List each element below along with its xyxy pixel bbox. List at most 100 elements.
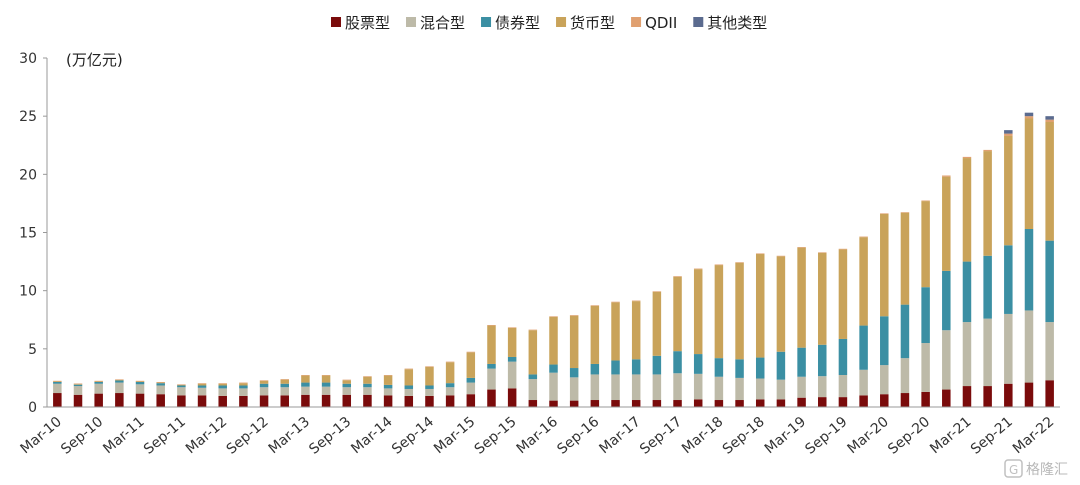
bar-Dec-20-series-2 bbox=[942, 270, 951, 331]
bar-Mar-21-series-4 bbox=[962, 156, 972, 159]
bar-Dec-14-series-4 bbox=[445, 361, 455, 363]
bar-Sep-12-series-0 bbox=[259, 395, 269, 407]
y-tick-label-2: 10 bbox=[19, 284, 37, 300]
bar-Mar-18-series-0 bbox=[714, 400, 724, 407]
x-tick-label-0: Mar-10 bbox=[18, 414, 65, 457]
bar-Jun-13-series-1 bbox=[321, 386, 331, 395]
bar-Mar-19-series-1 bbox=[797, 376, 806, 398]
bar-Mar-21-series-0 bbox=[962, 386, 972, 407]
bar-Dec-21-series-5 bbox=[1024, 112, 1034, 117]
bar-Sep-10-series-4 bbox=[94, 380, 103, 382]
bar-Sep-12-series-3 bbox=[259, 380, 269, 384]
bar-Jun-10-series-3 bbox=[73, 384, 83, 385]
bar-Sep-10-series-0 bbox=[94, 393, 103, 407]
bar-Mar-22-series-0 bbox=[1045, 380, 1054, 407]
bar-Sep-21-series-2 bbox=[1004, 245, 1013, 314]
bar-Dec-16-series-2 bbox=[611, 360, 620, 375]
bar-Sep-18-series-0 bbox=[755, 399, 765, 407]
bar-Mar-21-series-1 bbox=[962, 322, 972, 387]
gelonghui-logo-mark: G bbox=[1009, 463, 1018, 477]
x-tick-label-9: Sep-14 bbox=[389, 414, 437, 458]
bar-Dec-17-series-3 bbox=[693, 269, 703, 355]
bar-Dec-14-series-0 bbox=[445, 395, 455, 407]
bar-Mar-18-series-1 bbox=[714, 376, 724, 401]
bar-Jun-13-series-3 bbox=[321, 375, 331, 383]
bar-Dec-13-series-0 bbox=[363, 394, 372, 407]
bar-Mar-15-series-3 bbox=[466, 352, 476, 378]
bar-Jun-11-series-1 bbox=[156, 385, 165, 395]
bar-Mar-10-series-3 bbox=[53, 381, 62, 382]
legend: 股票型 混合型 债券型 货币型 QDII 其他类型 bbox=[331, 14, 767, 32]
bar-Sep-18-series-4 bbox=[755, 253, 765, 255]
bar-Dec-13-series-3 bbox=[363, 376, 372, 384]
x-tick-label-4: Mar-12 bbox=[183, 414, 230, 457]
x-tick-label-6: Mar-13 bbox=[266, 414, 313, 457]
bar-Mar-17-series-0 bbox=[631, 400, 641, 407]
x-tick-label-12: Mar-16 bbox=[514, 414, 561, 457]
legend-label-3: 货币型 bbox=[570, 14, 615, 32]
bar-Dec-12-series-0 bbox=[280, 395, 289, 407]
bar-Dec-17-series-2 bbox=[693, 354, 703, 374]
bar-Jun-10-series-1 bbox=[73, 386, 83, 395]
bar-Sep-21-series-0 bbox=[1004, 383, 1013, 407]
bar-Mar-20-series-0 bbox=[880, 394, 889, 407]
bar-Mar-14-series-0 bbox=[383, 395, 393, 407]
bar-Mar-21-series-2 bbox=[962, 261, 972, 323]
bar-Mar-21-series-3 bbox=[962, 158, 972, 262]
bar-Sep-16-series-0 bbox=[590, 400, 600, 407]
bar-Jun-21-series-0 bbox=[983, 386, 992, 407]
bar-Sep-12-series-1 bbox=[259, 387, 269, 396]
bar-Dec-19-series-3 bbox=[859, 237, 868, 326]
bar-Dec-15-series-1 bbox=[528, 379, 538, 401]
bar-Mar-13-series-4 bbox=[301, 375, 310, 376]
bar-Jun-18-series-1 bbox=[735, 377, 744, 401]
x-tick-label-1: Sep-10 bbox=[58, 414, 106, 458]
bar-Jun-19-series-0 bbox=[818, 397, 827, 407]
bar-Sep-16-series-3 bbox=[590, 305, 600, 364]
bar-Jun-17-series-1 bbox=[652, 374, 662, 401]
bar-Jun-21-series-4 bbox=[983, 149, 992, 152]
bar-Dec-17-series-0 bbox=[693, 399, 703, 407]
x-tick-label-24: Mar-22 bbox=[1010, 414, 1057, 457]
bar-Sep-18-series-2 bbox=[755, 357, 765, 379]
bar-Dec-21-series-0 bbox=[1024, 382, 1034, 407]
bar-Mar-22-series-3 bbox=[1045, 121, 1054, 241]
bar-Sep-12-series-2 bbox=[259, 383, 269, 388]
bar-Sep-18-series-1 bbox=[755, 378, 765, 400]
bar-Sep-14-series-3 bbox=[425, 366, 434, 386]
x-tick-label-5: Sep-12 bbox=[224, 414, 272, 458]
x-tick-label-7: Sep-13 bbox=[306, 414, 354, 458]
x-tick-label-8: Mar-14 bbox=[348, 414, 395, 457]
bar-Mar-14-series-4 bbox=[383, 375, 393, 376]
bar-Mar-12-series-2 bbox=[218, 385, 227, 389]
y-axis-unit-label: (万亿元) bbox=[66, 51, 123, 69]
bar-Dec-20-series-3 bbox=[942, 176, 951, 271]
bar-Dec-19-series-4 bbox=[859, 236, 868, 238]
x-tick-label-11: Sep-15 bbox=[472, 414, 520, 458]
bar-Sep-17-series-3 bbox=[673, 276, 682, 352]
bar-Sep-20-series-0 bbox=[921, 391, 930, 407]
bar-Dec-11-series-2 bbox=[197, 385, 207, 388]
bar-Jun-16-series-3 bbox=[569, 315, 579, 369]
legend-swatch-1 bbox=[406, 17, 417, 27]
bar-Dec-14-series-3 bbox=[445, 362, 455, 384]
bar-Sep-11-series-2 bbox=[177, 385, 186, 388]
bar-Mar-13-series-1 bbox=[301, 386, 310, 395]
bar-Jun-15-series-4 bbox=[487, 324, 496, 326]
bar-Sep-17-series-2 bbox=[673, 351, 682, 374]
bar-Mar-14-series-3 bbox=[383, 375, 393, 385]
bar-Jun-20-series-3 bbox=[900, 212, 910, 305]
bar-Jun-11-series-3 bbox=[156, 382, 165, 384]
bar-Jun-17-series-2 bbox=[652, 355, 662, 375]
bar-Jun-13-series-2 bbox=[321, 382, 331, 387]
bar-Mar-14-series-2 bbox=[383, 384, 393, 389]
bar-Dec-15-series-3 bbox=[528, 330, 538, 375]
x-tick-label-15: Sep-17 bbox=[637, 414, 685, 458]
bar-Mar-20-series-2 bbox=[880, 316, 889, 366]
bar-Mar-17-series-4 bbox=[631, 300, 641, 302]
bar-Mar-18-series-2 bbox=[714, 358, 724, 377]
legend-label-5: 其他类型 bbox=[707, 14, 767, 32]
bar-Jun-15-series-2 bbox=[487, 363, 496, 369]
bar-Sep-19-series-3 bbox=[838, 249, 848, 339]
x-tick-label-14: Mar-17 bbox=[596, 414, 643, 457]
